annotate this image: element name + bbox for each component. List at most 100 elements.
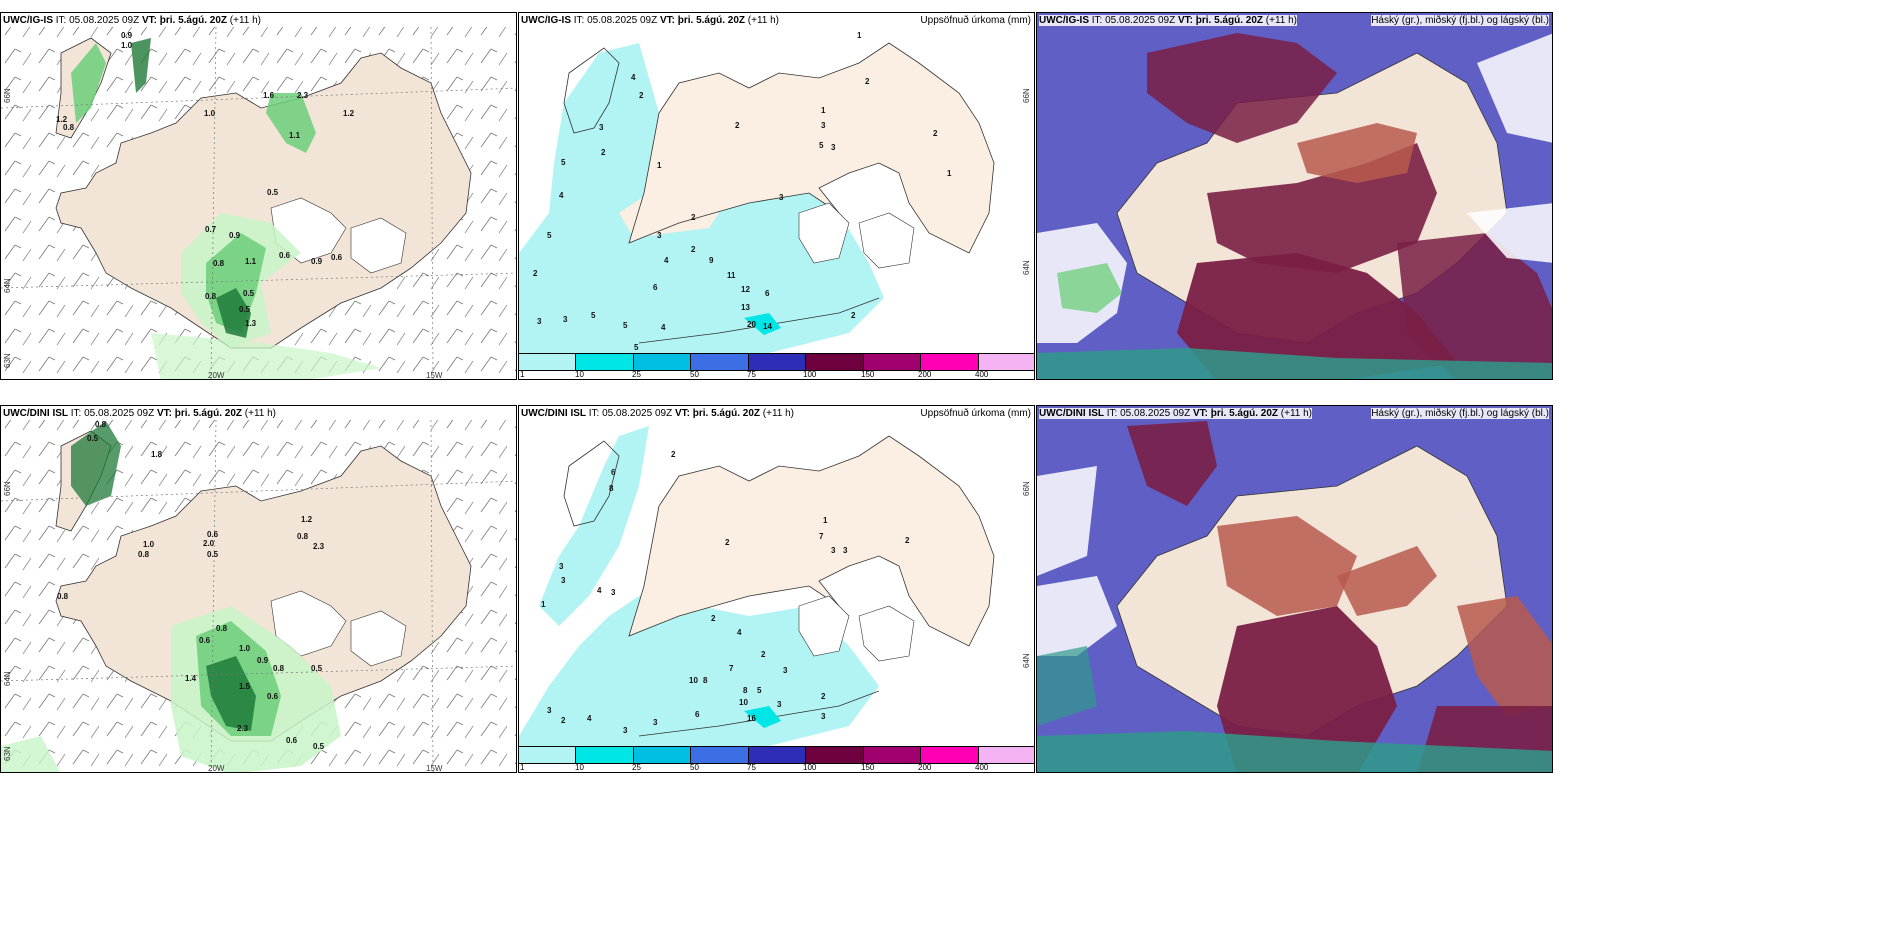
precip-value: 2 <box>761 650 766 659</box>
lon-label: 20W <box>208 371 225 380</box>
precip-value: 2 <box>561 716 566 725</box>
precip-value: 0.7 <box>205 225 217 234</box>
precip-value: 12 <box>741 285 750 294</box>
precip-value: 3 <box>561 576 566 585</box>
lat-label: 66N <box>3 481 12 496</box>
colorbar-ticks: 1 10 25 50 75 100 150 200 400 <box>520 763 989 772</box>
precip-value: 0.8 <box>273 664 285 673</box>
precip-value: 5 <box>591 311 596 320</box>
precip-value: 2 <box>639 91 644 100</box>
precip-value: 3 <box>599 123 604 132</box>
precip-colorbar <box>519 746 1034 764</box>
precip-value: 1.1 <box>289 131 301 140</box>
lat-label: 64N <box>1022 653 1031 668</box>
precip-value: 2 <box>865 77 870 86</box>
panel-header: UWC/IG-IS IT: 05.08.2025 09Z VT: þri. 5.… <box>521 15 780 26</box>
cloud-cover-panel-row1: UWC/IG-IS IT: 05.08.2025 09Z VT: þri. 5.… <box>1036 12 1553 380</box>
precip-value: 3 <box>779 193 784 202</box>
precip-value: 2.3 <box>313 542 325 551</box>
precip-value: 3 <box>831 546 836 555</box>
accumulated-precip-panel-row2: UWC/DINI ISL IT: 05.08.2025 09Z VT: þri.… <box>518 405 1035 773</box>
precip-value: 1.0 <box>143 540 155 549</box>
precip-value: 6 <box>695 710 700 719</box>
precip-value: 1.4 <box>185 674 197 683</box>
precip-value: 0.5 <box>87 434 99 443</box>
precip-value: 2 <box>851 311 856 320</box>
precip-value: 7 <box>819 532 824 541</box>
precip-value: 0.5 <box>313 742 325 751</box>
precip-value: 2 <box>711 614 716 623</box>
lat-label: 64N <box>3 671 12 686</box>
lat-label: 63N <box>3 353 12 368</box>
precip-value: 8 <box>609 484 614 493</box>
precip-value: 1.3 <box>245 319 257 328</box>
precip-value: 0.6 <box>286 736 298 745</box>
cloud-map <box>1037 406 1552 772</box>
precip-value: 3 <box>831 143 836 152</box>
precip-value: 1.8 <box>151 450 163 459</box>
precip-value: 1.2 <box>343 109 355 118</box>
precip-value: 3 <box>657 231 662 240</box>
panel-header: UWC/IG-IS IT: 05.08.2025 09Z VT: þri. 5.… <box>1039 15 1298 26</box>
precip-value: 3 <box>821 121 826 130</box>
precip-value: 0.9 <box>257 656 269 665</box>
precip-value: 3 <box>547 706 552 715</box>
precip-value: 3 <box>559 562 564 571</box>
precip-value: 7 <box>729 664 734 673</box>
precip-value: 1 <box>823 516 828 525</box>
precip-value: 6 <box>611 468 616 477</box>
precip-value: 0.5 <box>311 664 323 673</box>
precip-value: 3 <box>537 317 542 326</box>
wind-precip-panel-row1: UWC/IG-IS IT: 05.08.2025 09Z VT: þri. 5.… <box>0 12 517 380</box>
panel-title: Háský (gr.), miðský (fj.bl.) og lágský (… <box>1371 15 1549 26</box>
precip-value: 2 <box>725 538 730 547</box>
precip-value: 3 <box>653 718 658 727</box>
lat-label: 66N <box>3 88 12 103</box>
lon-label: 20W <box>208 764 225 773</box>
lat-label: 64N <box>3 278 12 293</box>
precip-value: 0.5 <box>267 188 279 197</box>
precip-value: 6 <box>653 283 658 292</box>
panel-header: UWC/DINI ISL IT: 05.08.2025 09Z VT: þri.… <box>3 408 277 419</box>
precip-value: 1.6 <box>263 91 275 100</box>
precip-value: 0.9 <box>121 31 133 40</box>
precip-value: 0.8 <box>213 259 225 268</box>
precip-value: 3 <box>777 700 782 709</box>
wind-precip-panel-row2: UWC/DINI ISL IT: 05.08.2025 09Z VT: þri.… <box>0 405 517 773</box>
precip-value: 0.9 <box>229 231 241 240</box>
precip-value: 2 <box>691 213 696 222</box>
lat-label: 63N <box>3 746 12 761</box>
precip-colorbar <box>519 353 1034 371</box>
lat-label: 66N <box>1022 88 1031 103</box>
precip-value: 1.1 <box>245 257 257 266</box>
precip-value: 5 <box>561 158 566 167</box>
precip-value: 5 <box>547 231 552 240</box>
precip-map <box>519 426 995 751</box>
precip-value: 4 <box>597 586 602 595</box>
panel-header: UWC/DINI ISL IT: 05.08.2025 09Z VT: þri.… <box>521 408 795 419</box>
precip-value: 5 <box>634 343 639 352</box>
wind-precip-map <box>1 26 516 379</box>
precip-value: 0.8 <box>297 532 309 541</box>
precip-value: 2 <box>905 536 910 545</box>
precip-value: 3 <box>843 546 848 555</box>
precip-value: 4 <box>664 256 669 265</box>
precip-map <box>519 42 995 358</box>
precip-value: 0.6 <box>267 692 279 701</box>
precip-value: 3 <box>783 666 788 675</box>
panel-title: Háský (gr.), miðský (fj.bl.) og lágský (… <box>1371 408 1549 419</box>
lon-label: 15W <box>426 371 443 380</box>
precip-value: 8 <box>703 676 708 685</box>
accumulated-precip-panel-row1: UWC/IG-IS IT: 05.08.2025 09Z VT: þri. 5.… <box>518 12 1035 380</box>
precip-value: 5 <box>819 141 824 150</box>
precip-value: 2.3 <box>297 91 309 100</box>
precip-value: 0.8 <box>57 592 69 601</box>
wind-precip-map <box>1 419 516 772</box>
precip-value: 13 <box>741 303 750 312</box>
precip-value: 4 <box>587 714 592 723</box>
precip-value: 3 <box>623 726 628 735</box>
precip-value: 0.5 <box>243 289 255 298</box>
precip-value: 20 <box>747 320 756 329</box>
precip-value: 8 <box>743 686 748 695</box>
cloud-cover-panel-row2: UWC/DINI ISL IT: 05.08.2025 09Z VT: þri.… <box>1036 405 1553 773</box>
